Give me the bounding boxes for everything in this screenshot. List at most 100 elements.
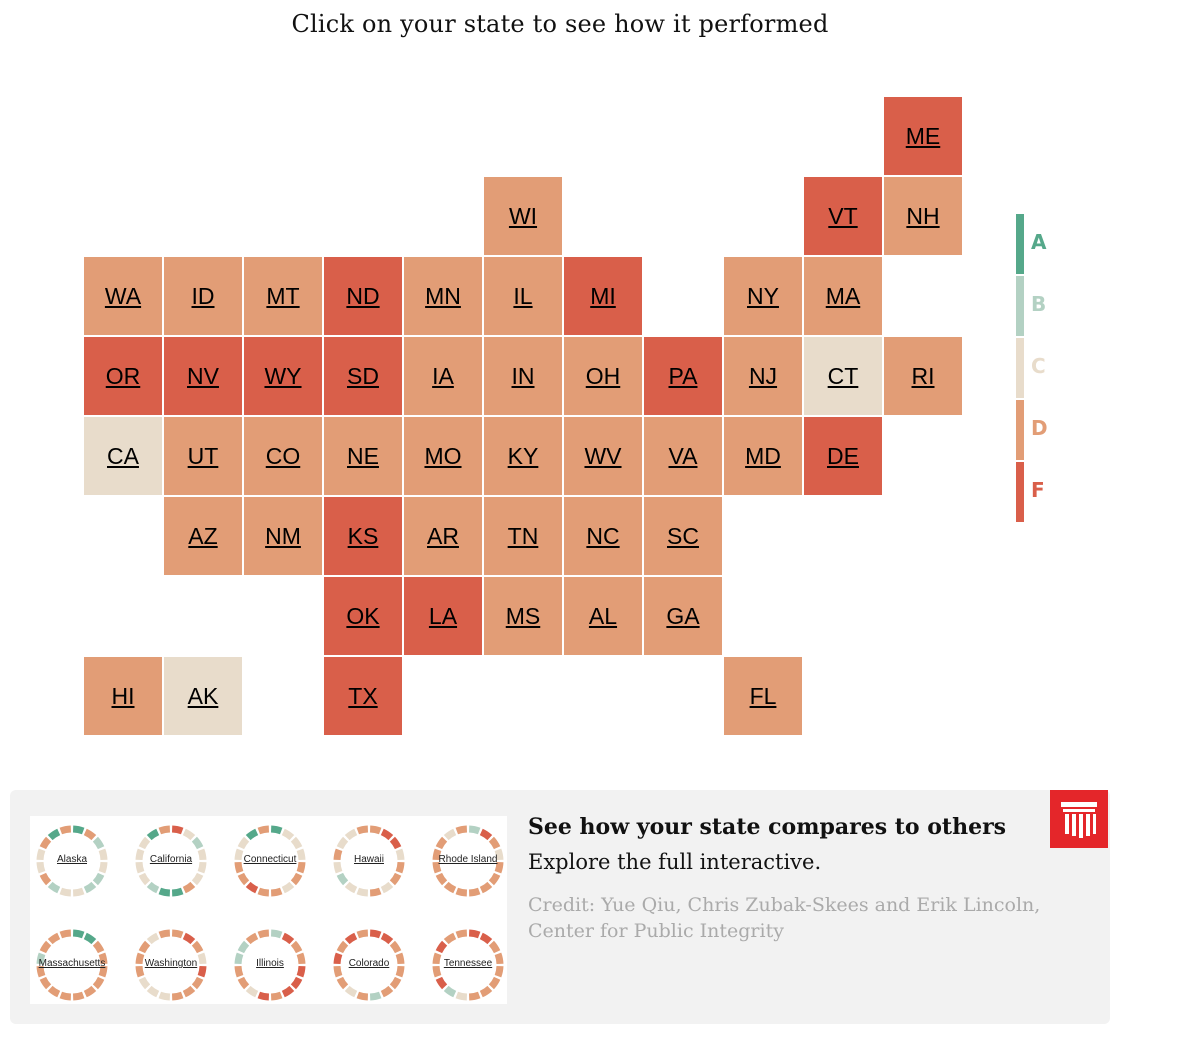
state-tile-ks[interactable]: KS	[324, 497, 402, 575]
state-link-ks[interactable]: KS	[347, 522, 379, 549]
state-link-ri[interactable]: RI	[911, 362, 935, 389]
state-tile-mo[interactable]: MO	[404, 417, 482, 495]
state-tile-me[interactable]: ME	[884, 97, 962, 175]
state-tile-nv[interactable]: NV	[164, 337, 242, 415]
state-tile-fl[interactable]: FL	[724, 657, 802, 735]
state-link-id[interactable]: ID	[191, 282, 215, 309]
state-tile-ct[interactable]: CT	[804, 337, 882, 415]
state-link-de[interactable]: DE	[827, 442, 859, 469]
state-link-ca[interactable]: CA	[107, 442, 139, 469]
state-tile-ri[interactable]: RI	[884, 337, 962, 415]
state-tile-mn[interactable]: MN	[404, 257, 482, 335]
state-tile-ga[interactable]: GA	[644, 577, 722, 655]
state-link-al[interactable]: AL	[588, 602, 618, 629]
state-link-mn[interactable]: MN	[425, 282, 461, 309]
state-link-in[interactable]: IN	[511, 362, 535, 389]
state-tile-ms[interactable]: MS	[484, 577, 562, 655]
state-link-or[interactable]: OR	[105, 362, 141, 389]
state-tile-sc[interactable]: SC	[644, 497, 722, 575]
state-link-wi[interactable]: WI	[508, 202, 538, 229]
state-link-wv[interactable]: WV	[584, 442, 622, 469]
state-link-mt[interactable]: MT	[266, 282, 300, 309]
state-link-me[interactable]: ME	[905, 122, 941, 149]
state-link-ar[interactable]: AR	[427, 522, 459, 549]
state-tile-ne[interactable]: NE	[324, 417, 402, 495]
state-link-va[interactable]: VA	[668, 442, 698, 469]
state-tile-ar[interactable]: AR	[404, 497, 482, 575]
state-tile-ak[interactable]: AK	[164, 657, 242, 735]
state-link-nm[interactable]: NM	[265, 522, 301, 549]
state-tile-il[interactable]: IL	[484, 257, 562, 335]
state-link-nv[interactable]: NV	[187, 362, 219, 389]
state-tile-nm[interactable]: NM	[244, 497, 322, 575]
state-tile-nc[interactable]: NC	[564, 497, 642, 575]
state-link-nd[interactable]: ND	[346, 282, 380, 309]
state-tile-ok[interactable]: OK	[324, 577, 402, 655]
state-link-fl[interactable]: FL	[749, 682, 777, 709]
state-tile-wy[interactable]: WY	[244, 337, 322, 415]
state-tile-in[interactable]: IN	[484, 337, 562, 415]
state-tile-nj[interactable]: NJ	[724, 337, 802, 415]
state-link-ky[interactable]: KY	[507, 442, 539, 469]
state-link-ms[interactable]: MS	[505, 602, 541, 629]
state-tile-la[interactable]: LA	[404, 577, 482, 655]
state-tile-tn[interactable]: TN	[484, 497, 562, 575]
state-link-wa[interactable]: WA	[104, 282, 142, 309]
state-tile-or[interactable]: OR	[84, 337, 162, 415]
state-tile-wv[interactable]: WV	[564, 417, 642, 495]
state-tile-pa[interactable]: PA	[644, 337, 722, 415]
state-link-md[interactable]: MD	[745, 442, 781, 469]
state-tile-id[interactable]: ID	[164, 257, 242, 335]
state-tile-nh[interactable]: NH	[884, 177, 962, 255]
state-link-sc[interactable]: SC	[667, 522, 699, 549]
state-tile-vt[interactable]: VT	[804, 177, 882, 255]
state-link-sd[interactable]: SD	[347, 362, 379, 389]
state-tile-ny[interactable]: NY	[724, 257, 802, 335]
state-link-ne[interactable]: NE	[347, 442, 379, 469]
state-link-nj[interactable]: NJ	[748, 362, 778, 389]
state-link-ct[interactable]: CT	[827, 362, 859, 389]
state-tile-ky[interactable]: KY	[484, 417, 562, 495]
state-tile-tx[interactable]: TX	[324, 657, 402, 735]
state-link-co[interactable]: CO	[265, 442, 301, 469]
state-tile-ca[interactable]: CA	[84, 417, 162, 495]
state-comparison-thumbnail[interactable]: Alaska California Connecticut Hawaii Rhode I…	[30, 816, 507, 1004]
state-tile-oh[interactable]: OH	[564, 337, 642, 415]
state-tile-wa[interactable]: WA	[84, 257, 162, 335]
promo-heading[interactable]: See how your state compares to others	[528, 814, 1007, 840]
state-link-tn[interactable]: TN	[507, 522, 539, 549]
state-tile-sd[interactable]: SD	[324, 337, 402, 415]
state-link-ny[interactable]: NY	[747, 282, 779, 309]
state-link-nc[interactable]: NC	[586, 522, 620, 549]
state-tile-az[interactable]: AZ	[164, 497, 242, 575]
state-link-ga[interactable]: GA	[666, 602, 700, 629]
state-link-mo[interactable]: MO	[424, 442, 462, 469]
state-link-wy[interactable]: WY	[264, 362, 302, 389]
state-link-mi[interactable]: MI	[590, 282, 616, 309]
state-tile-de[interactable]: DE	[804, 417, 882, 495]
state-link-ut[interactable]: UT	[187, 442, 219, 469]
state-tile-mt[interactable]: MT	[244, 257, 322, 335]
state-link-vt[interactable]: VT	[828, 202, 858, 229]
state-tile-ia[interactable]: IA	[404, 337, 482, 415]
promo-subheading[interactable]: Explore the full interactive.	[528, 850, 822, 874]
state-tile-mi[interactable]: MI	[564, 257, 642, 335]
state-link-nh[interactable]: NH	[906, 202, 940, 229]
state-link-ma[interactable]: MA	[825, 282, 861, 309]
state-tile-wi[interactable]: WI	[484, 177, 562, 255]
interactive-promo-card[interactable]: Alaska California Connecticut Hawaii Rhode I…	[10, 790, 1110, 1024]
state-link-ok[interactable]: OK	[346, 602, 380, 629]
state-link-ak[interactable]: AK	[187, 682, 219, 709]
state-tile-ut[interactable]: UT	[164, 417, 242, 495]
state-link-oh[interactable]: OH	[585, 362, 621, 389]
state-tile-md[interactable]: MD	[724, 417, 802, 495]
state-tile-co[interactable]: CO	[244, 417, 322, 495]
state-link-az[interactable]: AZ	[188, 522, 218, 549]
state-tile-ma[interactable]: MA	[804, 257, 882, 335]
state-tile-va[interactable]: VA	[644, 417, 722, 495]
state-tile-al[interactable]: AL	[564, 577, 642, 655]
state-link-ia[interactable]: IA	[432, 362, 454, 389]
state-link-pa[interactable]: PA	[668, 362, 698, 389]
state-tile-nd[interactable]: ND	[324, 257, 402, 335]
state-link-la[interactable]: LA	[428, 602, 458, 629]
